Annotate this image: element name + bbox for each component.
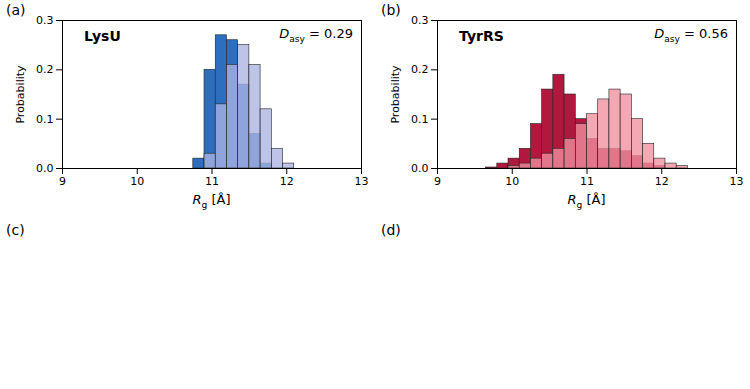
svg-text:9: 9 bbox=[434, 175, 441, 188]
svg-text:13: 13 bbox=[355, 175, 369, 188]
svg-text:9: 9 bbox=[59, 175, 66, 188]
html-text:(b): (b) bbox=[381, 2, 401, 18]
svg-text:10: 10 bbox=[505, 175, 519, 188]
html-text:Dasy= 0.29: Dasy= 0.29 bbox=[279, 26, 353, 44]
svg-text:11: 11 bbox=[205, 175, 219, 188]
svg-text:11: 11 bbox=[580, 175, 594, 188]
html-text:TyrRS: TyrRS bbox=[459, 28, 504, 44]
svg-text:12: 12 bbox=[280, 175, 294, 188]
svg-text:0.3: 0.3 bbox=[36, 14, 54, 27]
html-text:(d): (d) bbox=[381, 222, 401, 238]
html-text:LysU: LysU bbox=[84, 28, 121, 44]
svg-text:13: 13 bbox=[730, 175, 744, 188]
svg-text:0.0: 0.0 bbox=[411, 162, 429, 175]
svg-text:0.2: 0.2 bbox=[411, 63, 429, 76]
html-text:(c): (c) bbox=[6, 222, 25, 238]
html-text:Rg[Å]: Rg[Å] bbox=[192, 192, 231, 210]
svg-text:0.1: 0.1 bbox=[36, 113, 54, 126]
html-text:Rg[Å]: Rg[Å] bbox=[567, 192, 606, 210]
svg-text:10: 10 bbox=[130, 175, 144, 188]
svg-text:Probability: Probability bbox=[14, 65, 27, 124]
svg-text:0.1: 0.1 bbox=[411, 113, 429, 126]
html-text:Dasy= 0.56: Dasy= 0.56 bbox=[654, 26, 728, 44]
svg-text:0.3: 0.3 bbox=[411, 14, 429, 27]
html-text:(a): (a) bbox=[6, 2, 26, 18]
svg-text:0.0: 0.0 bbox=[36, 162, 54, 175]
svg-text:Probability: Probability bbox=[389, 65, 402, 124]
svg-text:0.2: 0.2 bbox=[36, 63, 54, 76]
svg-text:12: 12 bbox=[655, 175, 669, 188]
